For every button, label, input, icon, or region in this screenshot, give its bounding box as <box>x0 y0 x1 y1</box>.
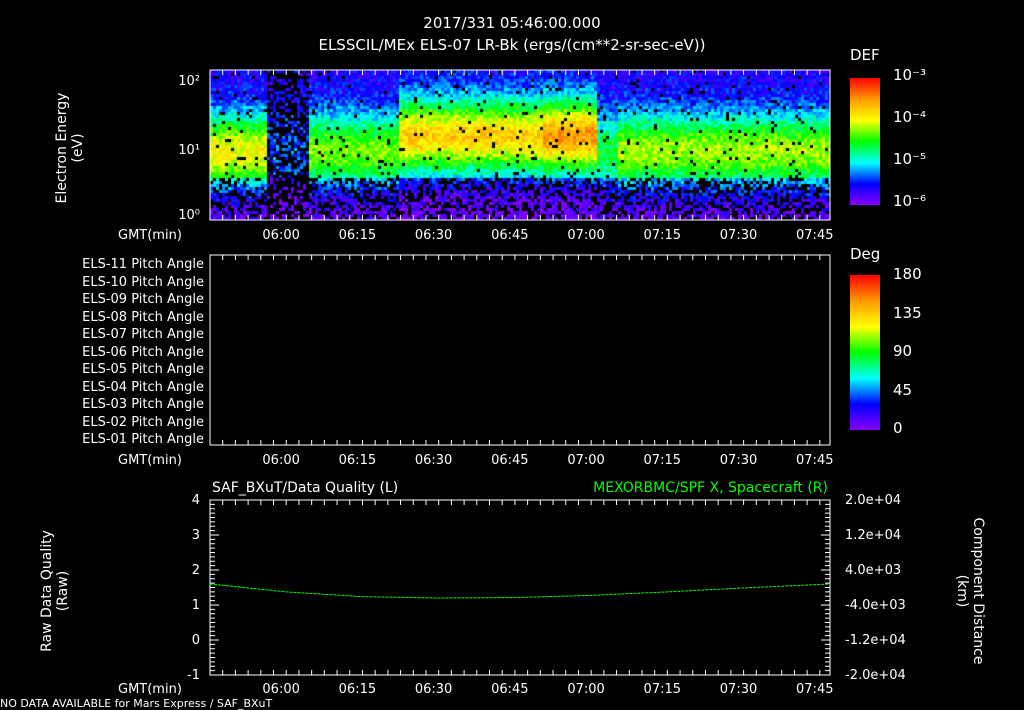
xtick-label: 06:15 <box>338 453 377 468</box>
cbar-tick: 90 <box>893 342 913 360</box>
xtick-label: 07:45 <box>796 453 834 468</box>
xtick-label: 07:15 <box>643 228 682 243</box>
cbar-tick: 135 <box>893 303 922 322</box>
def-colorbar-title: DEF <box>850 46 880 64</box>
xtick-label: 06:30 <box>414 682 453 697</box>
panel1-ylabel: Electron Energy (eV) <box>54 92 86 204</box>
xtick-label: 07:45 <box>796 682 834 697</box>
xtick-label: 07:00 <box>567 228 605 243</box>
right-ytick: -4.0e+03 <box>845 598 906 613</box>
xtick-label: 07:00 <box>567 682 605 697</box>
cbar-tick: 10⁻⁶ <box>893 192 927 210</box>
right-ytick: -1.2e+04 <box>845 633 906 648</box>
xtick-label: 06:30 <box>414 453 453 468</box>
footer-message: NO DATA AVAILABLE for Mars Express / SAF… <box>0 697 273 710</box>
deg-colorbar <box>850 275 880 430</box>
right-ytick: -2.0e+04 <box>845 668 906 683</box>
xtick-label: 07:30 <box>719 453 758 468</box>
xtick-label: 07:15 <box>643 682 682 697</box>
pitch-angle-row-label: ELS-10 Pitch Angle <box>82 274 204 290</box>
spacecraft-x-line <box>209 583 831 599</box>
cbar-tick: 10⁻⁴ <box>893 108 927 126</box>
pitch-angle-row-label: ELS-11 Pitch Angle <box>82 257 204 272</box>
xtick-label: 06:00 <box>262 453 300 468</box>
xtick-label: 06:00 <box>262 228 300 243</box>
xtick-label: 07:00 <box>567 453 605 468</box>
pitch-angle-row-label: ELS-04 Pitch Angle <box>82 379 204 395</box>
plot-frame <box>209 499 831 676</box>
xtick-label: 07:30 <box>719 228 758 243</box>
cbar-tick: 180 <box>893 265 922 283</box>
xtick-label: 06:15 <box>338 228 377 243</box>
xtick-label: 06:45 <box>491 682 529 697</box>
xaxis-label: GMT(min) <box>118 453 182 468</box>
xtick-label: 06:15 <box>338 682 377 697</box>
xtick-label: 06:30 <box>414 228 453 243</box>
pitch-angle-row-label: ELS-07 Pitch Angle <box>82 327 204 342</box>
xtick-label: 07:30 <box>719 682 758 697</box>
plot-frame <box>209 254 831 446</box>
ytick: 10¹ <box>178 143 200 158</box>
panel3-right-title: MEXORBMC/SPF X, Spacecraft (R) <box>593 480 828 496</box>
xtick-label: 07:45 <box>796 228 834 243</box>
deg-colorbar-title: Deg <box>850 245 881 263</box>
panel3-right-ylabel: Component Distance (km) <box>954 517 986 665</box>
xtick-label: 07:15 <box>643 453 682 468</box>
left-ytick: 3 <box>191 528 200 543</box>
left-ytick: 4 <box>191 493 200 508</box>
xaxis-label: GMT(min) <box>118 682 182 697</box>
xtick-label: 06:45 <box>491 228 529 243</box>
timestamp: 2017/331 05:46:00.000 <box>423 14 601 32</box>
panel3-left-ylabel: Raw Data Quality (Raw) <box>39 530 71 652</box>
right-ytick: 4.0e+03 <box>845 563 902 578</box>
panel3-left-title: SAF_BXuT/Data Quality (L) <box>212 480 399 496</box>
def-colorbar <box>850 78 880 205</box>
pitch-angle-row-label: ELS-09 Pitch Angle <box>82 292 204 307</box>
pitch-angle-row-label: ELS-02 Pitch Angle <box>82 414 204 430</box>
panel1-title: ELSSCIL/MEx ELS-07 LR-Bk (ergs/(cm**2-sr… <box>318 36 706 54</box>
cbar-tick: 10⁻⁵ <box>893 150 927 168</box>
pitch-angle-row-label: ELS-06 Pitch Angle <box>82 344 204 360</box>
electron-spectrogram <box>210 70 830 220</box>
pitch-angle-row-label: ELS-03 Pitch Angle <box>82 397 204 412</box>
left-ytick: 1 <box>191 598 200 613</box>
xtick-label: 06:45 <box>491 453 529 468</box>
ytick: 10² <box>178 74 200 89</box>
plot-frame <box>209 69 831 221</box>
right-ytick: 1.2e+04 <box>845 528 902 543</box>
xaxis-label: GMT(min) <box>118 228 182 243</box>
cbar-tick: 45 <box>893 380 913 399</box>
cbar-tick: 10⁻³ <box>893 66 927 84</box>
left-ytick: 2 <box>191 563 200 578</box>
ytick: 10⁰ <box>178 208 200 223</box>
pitch-angle-row-label: ELS-08 Pitch Angle <box>82 309 204 325</box>
right-ytick: 2.0e+04 <box>845 493 902 508</box>
cbar-tick: 0 <box>893 419 903 437</box>
pitch-angle-row-label: ELS-05 Pitch Angle <box>82 362 204 377</box>
xtick-label: 06:00 <box>262 682 300 697</box>
left-ytick: -1 <box>187 668 200 683</box>
left-ytick: 0 <box>191 633 200 648</box>
pitch-angle-row-label: ELS-01 Pitch Angle <box>82 432 204 447</box>
